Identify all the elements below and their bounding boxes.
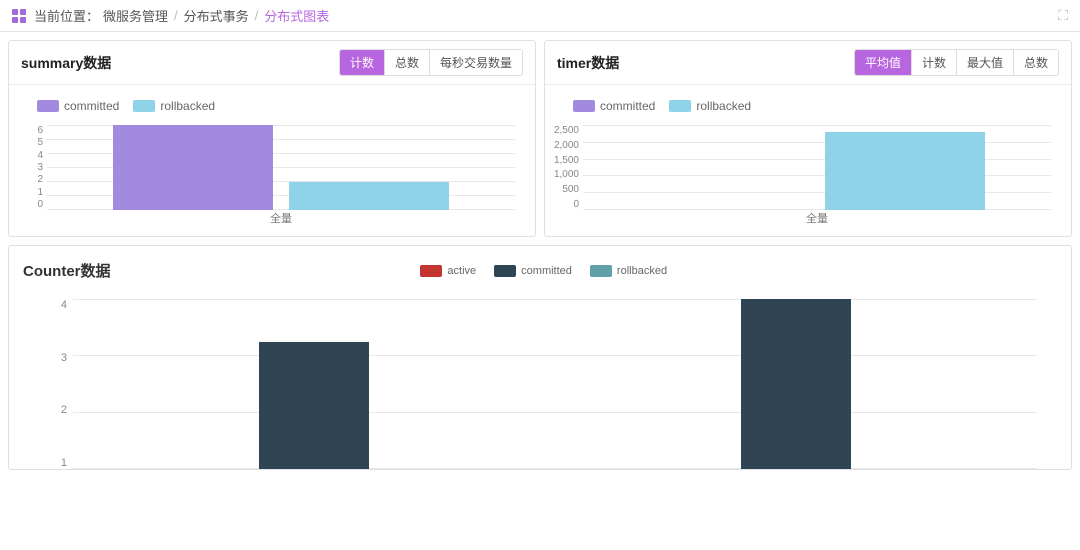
counter-legend: active committed rollbacked	[420, 265, 667, 277]
summary-bars	[47, 125, 515, 210]
legend-label: committed	[521, 265, 572, 277]
breadcrumb-sep: /	[255, 8, 259, 23]
legend-rollbacked[interactable]: rollbacked	[590, 265, 667, 277]
app-grid-icon[interactable]	[12, 9, 26, 23]
legend-committed[interactable]: committed	[494, 265, 572, 277]
swatch-icon	[37, 100, 59, 112]
legend-active[interactable]: active	[420, 265, 476, 277]
legend-committed[interactable]: committed	[37, 99, 119, 113]
counter-panel: Counter数据 active committed rollbacked 12…	[8, 245, 1072, 470]
summary-title: summary数据	[21, 53, 111, 73]
timer-title: timer数据	[557, 53, 619, 73]
counter-chart: 1234	[73, 299, 1037, 469]
legend-label: rollbacked	[617, 265, 667, 277]
summary-legend: committed rollbacked	[9, 85, 535, 119]
top-panels-row: summary数据 计数 总数 每秒交易数量 committed rollbac…	[0, 32, 1080, 245]
swatch-icon	[494, 265, 516, 277]
timer-bars	[583, 125, 1051, 210]
timer-panel: timer数据 平均值 计数 最大值 总数 committed rollback…	[544, 40, 1072, 237]
summary-tab-total[interactable]: 总数	[384, 50, 429, 75]
legend-label: committed	[64, 99, 119, 113]
breadcrumb-label: 当前位置：	[34, 6, 99, 25]
chart-bar[interactable]	[113, 125, 273, 210]
timer-tab-avg[interactable]: 平均值	[855, 50, 911, 75]
breadcrumb-current: 分布式图表	[264, 6, 329, 25]
legend-label: rollbacked	[160, 99, 215, 113]
counter-bar-group	[741, 299, 851, 469]
summary-tab-tps[interactable]: 每秒交易数量	[429, 50, 522, 75]
summary-x-label: 全量	[47, 210, 515, 226]
timer-panel-header: timer数据 平均值 计数 最大值 总数	[545, 41, 1071, 85]
expand-icon[interactable]: ⛶	[1058, 7, 1068, 24]
legend-label: committed	[600, 99, 655, 113]
legend-rollbacked[interactable]: rollbacked	[669, 99, 751, 113]
summary-y-axis: 0123456	[17, 125, 43, 210]
chart-bar[interactable]	[825, 132, 985, 210]
summary-chart: 0123456 全量	[47, 125, 515, 226]
timer-chart: 05001,0001,5002,0002,500 全量	[583, 125, 1051, 226]
breadcrumb-item-0[interactable]: 微服务管理	[103, 6, 168, 25]
legend-committed[interactable]: committed	[573, 99, 655, 113]
chart-bar[interactable]	[289, 182, 449, 210]
legend-label: rollbacked	[696, 99, 751, 113]
summary-panel-header: summary数据 计数 总数 每秒交易数量	[9, 41, 535, 85]
timer-y-axis: 05001,0001,5002,0002,500	[553, 125, 579, 210]
swatch-icon	[133, 100, 155, 112]
timer-tab-count[interactable]: 计数	[911, 50, 956, 75]
swatch-icon	[590, 265, 612, 277]
summary-tab-count[interactable]: 计数	[340, 50, 384, 75]
breadcrumb-sep: /	[174, 8, 178, 23]
legend-rollbacked[interactable]: rollbacked	[133, 99, 215, 113]
counter-bars	[73, 299, 1037, 469]
timer-x-label: 全量	[583, 210, 1051, 226]
timer-legend: committed rollbacked	[545, 85, 1071, 119]
swatch-icon	[573, 100, 595, 112]
timer-tab-total[interactable]: 总数	[1013, 50, 1058, 75]
counter-title: Counter数据	[23, 260, 111, 281]
timer-tabs: 平均值 计数 最大值 总数	[854, 49, 1059, 76]
counter-y-axis: 1234	[41, 299, 67, 469]
swatch-icon	[420, 265, 442, 277]
counter-bar-group	[259, 342, 369, 470]
breadcrumb-item-1[interactable]: 分布式事务	[184, 6, 249, 25]
timer-tab-max[interactable]: 最大值	[956, 50, 1013, 75]
legend-label: active	[447, 265, 476, 277]
summary-panel: summary数据 计数 总数 每秒交易数量 committed rollbac…	[8, 40, 536, 237]
chart-bar[interactable]	[741, 299, 851, 469]
counter-header: Counter数据 active committed rollbacked	[23, 260, 1057, 281]
summary-tabs: 计数 总数 每秒交易数量	[339, 49, 523, 76]
swatch-icon	[669, 100, 691, 112]
breadcrumb-bar: 当前位置： 微服务管理 / 分布式事务 / 分布式图表 ⛶	[0, 0, 1080, 32]
chart-bar[interactable]	[259, 342, 369, 470]
